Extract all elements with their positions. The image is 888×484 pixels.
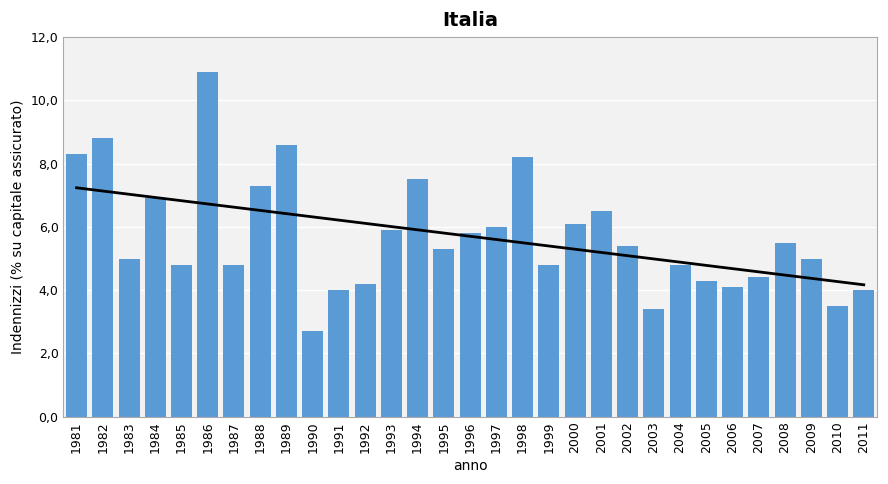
- Bar: [250, 186, 271, 417]
- Bar: [696, 281, 717, 417]
- Bar: [224, 265, 244, 417]
- Bar: [329, 290, 350, 417]
- Bar: [433, 249, 455, 417]
- Bar: [197, 72, 218, 417]
- Y-axis label: Indennizzi (% su capitale assicurato): Indennizzi (% su capitale assicurato): [12, 100, 25, 354]
- Bar: [827, 306, 848, 417]
- Bar: [354, 284, 376, 417]
- Bar: [670, 265, 691, 417]
- Bar: [145, 198, 166, 417]
- Bar: [460, 233, 480, 417]
- X-axis label: anno: anno: [453, 459, 488, 473]
- Bar: [302, 331, 323, 417]
- Bar: [617, 246, 638, 417]
- Bar: [486, 227, 507, 417]
- Bar: [92, 138, 114, 417]
- Title: Italia: Italia: [442, 11, 498, 30]
- Bar: [801, 258, 821, 417]
- Bar: [538, 265, 559, 417]
- Bar: [643, 309, 664, 417]
- Bar: [512, 157, 533, 417]
- Bar: [381, 230, 402, 417]
- Bar: [749, 277, 769, 417]
- Bar: [774, 242, 796, 417]
- Bar: [66, 154, 87, 417]
- Bar: [853, 290, 875, 417]
- Bar: [408, 180, 428, 417]
- Bar: [565, 224, 585, 417]
- Bar: [591, 211, 612, 417]
- Bar: [722, 287, 743, 417]
- Bar: [276, 145, 297, 417]
- Bar: [171, 265, 192, 417]
- Bar: [118, 258, 139, 417]
